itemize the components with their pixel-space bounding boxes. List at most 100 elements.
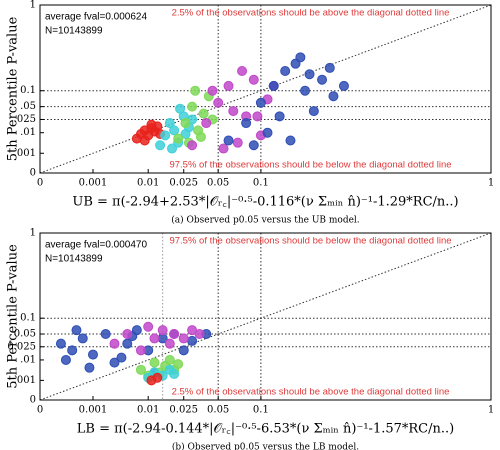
scatter-point — [84, 362, 95, 373]
scatter-point — [223, 135, 234, 146]
x-tick-label: 0.01 — [137, 405, 159, 416]
note-annotation: 97.5% of the observations should be belo… — [169, 236, 451, 247]
x-tick-label: 0.025 — [169, 405, 198, 416]
scatter-point — [195, 131, 206, 142]
y-tick-label: 0 — [30, 168, 36, 179]
x-tick-label: 1 — [488, 178, 494, 189]
scatter-point — [324, 62, 335, 73]
scatter-point — [274, 111, 285, 122]
plot-frame — [39, 232, 492, 401]
scatter-point — [228, 106, 239, 117]
scatter-point — [173, 359, 184, 370]
scatter-point — [152, 372, 163, 383]
stat-annotation: N=10143899 — [45, 254, 103, 265]
scatter-point — [295, 52, 306, 63]
note-annotation: 2.5% of the observations should be above… — [172, 387, 450, 398]
scatter-point — [173, 133, 184, 144]
scatter-point — [201, 118, 212, 129]
y-tick-label: .01 — [20, 127, 36, 138]
scatter-point — [252, 111, 263, 122]
y-axis-label: 5th Percentile P-value — [6, 16, 21, 161]
stat-annotation: average fval=0.000470 — [45, 240, 147, 251]
scatter-point — [180, 118, 191, 129]
scatter-point — [77, 333, 88, 344]
scatter-point — [67, 345, 78, 356]
scatter-point — [248, 140, 259, 151]
scatter-point — [328, 91, 339, 102]
scatter-point — [198, 108, 209, 119]
scatter-point — [143, 321, 154, 332]
scatter-point — [149, 357, 160, 368]
scatter-point — [135, 345, 146, 356]
scatter-point — [109, 357, 120, 368]
scatter-point — [223, 80, 234, 91]
stat-annotation: average fval=0.000624 — [45, 12, 147, 23]
scatter-point — [169, 125, 180, 136]
scatter-point — [164, 118, 175, 129]
scatter-point — [164, 354, 175, 365]
scatter-point — [187, 335, 198, 346]
y-tick-label: 1 — [30, 0, 36, 11]
scatter-point — [232, 137, 243, 148]
scatter-point — [71, 325, 82, 336]
scatter-point — [135, 364, 146, 375]
note-annotation: 97.5% of the observations should be belo… — [169, 160, 451, 171]
scatter-point — [338, 80, 349, 91]
y-tick-label: .01 — [20, 354, 36, 365]
x-tick-label: 0.01 — [137, 178, 159, 189]
scatter-point — [248, 74, 259, 85]
scatter-point — [218, 143, 229, 154]
scatter-point — [116, 352, 127, 363]
y-tick-label: 1 — [30, 228, 36, 239]
y-tick-label: .025 — [14, 114, 36, 125]
scatter-point — [122, 329, 133, 340]
scatter-point — [167, 143, 178, 154]
scatter-point — [178, 333, 189, 344]
x-tick-label: 0.05 — [207, 405, 229, 416]
scatter-point — [190, 85, 201, 96]
y-tick-label: 0.1 — [20, 85, 36, 96]
x-tick-label: 0.025 — [169, 178, 198, 189]
scatter-point — [207, 85, 218, 96]
scatter-point — [55, 338, 66, 349]
y-tick-label: .001 — [14, 148, 36, 159]
diagonal-line — [39, 4, 492, 174]
x-tick-label: 1 — [488, 405, 494, 416]
scatter-point — [194, 329, 205, 340]
y-tick-label: 0.05 — [14, 329, 36, 340]
scatter-point — [180, 128, 191, 139]
diagonal-line — [39, 232, 492, 401]
y-tick-label: 0 — [30, 395, 36, 406]
scatter-point — [175, 103, 186, 114]
scatter-point — [285, 135, 296, 146]
scatter-point — [317, 74, 328, 85]
x-tick-label: 0.1 — [253, 405, 269, 416]
y-tick-label: 0.025 — [7, 341, 36, 352]
x-tick-label: 0.001 — [79, 405, 108, 416]
x-tick-label: 0.1 — [253, 178, 269, 189]
scatter-point — [146, 119, 157, 130]
scatter-point — [268, 80, 279, 91]
x-axis-label: LB = π(-2.94-0.144*|𝒪ᵣ꜀|⁻⁰·⁵-6.53*(ν Σₘᵢ… — [77, 422, 454, 437]
note-annotation: 2.5% of the observations should be above… — [172, 8, 450, 19]
x-tick-label: 0.001 — [79, 178, 108, 189]
scatter-point — [304, 69, 315, 80]
scatter-point — [109, 338, 120, 349]
scatter-point — [187, 101, 198, 112]
scatter-point — [187, 140, 198, 151]
scatter-point — [262, 127, 273, 138]
y-tick-label: .001 — [14, 375, 36, 386]
scatter-point — [87, 349, 98, 360]
scatter-point — [280, 65, 291, 76]
stat-annotation: N=10143899 — [45, 26, 103, 37]
x-tick-label: 0.05 — [207, 178, 229, 189]
scatter-point — [100, 329, 111, 340]
scatter-point — [122, 338, 133, 349]
scatter-point — [60, 354, 71, 365]
scatter-point — [169, 368, 180, 379]
scatter-point — [155, 140, 166, 151]
scatter-point — [237, 65, 248, 76]
scatter-point — [149, 333, 160, 344]
scatter-point — [300, 85, 311, 96]
